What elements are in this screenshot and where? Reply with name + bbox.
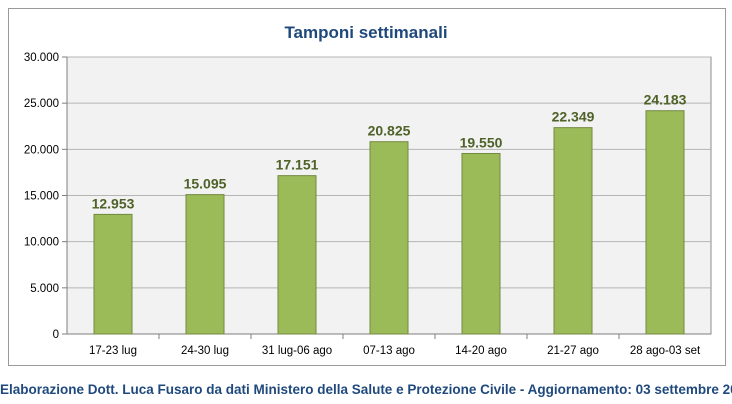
bar-chart: Tamponi settimanali 0 5.000 10.000 15.000 20… <box>24 23 712 357</box>
data-label: 12.953 <box>92 195 135 211</box>
y-tick-label: 20.000 <box>24 144 59 156</box>
footer-source-note: Elaborazione Dott. Luca Fusaro da dati M… <box>0 382 732 397</box>
bar <box>277 175 317 335</box>
data-label: 19.550 <box>460 134 503 150</box>
chart-title: Tamponi settimanali <box>284 23 447 42</box>
y-tick-label: 15.000 <box>24 191 59 203</box>
x-tick-label: 17-23 lug <box>89 345 137 357</box>
data-label: 15.095 <box>184 176 227 192</box>
bar <box>93 213 133 335</box>
y-tick-label: 25.000 <box>24 98 59 110</box>
y-tick-label: 0 <box>53 329 59 341</box>
data-label: 17.151 <box>276 157 319 173</box>
bar <box>645 110 685 335</box>
y-tick-label: 10.000 <box>24 237 59 249</box>
x-tick-label: 07-13 ago <box>363 345 415 357</box>
x-tick-label: 21-27 ago <box>547 345 599 357</box>
x-tick-label: 28 ago-03 set <box>630 345 701 357</box>
data-label: 22.349 <box>552 109 595 125</box>
x-tick-label: 14-20 ago <box>455 345 507 357</box>
bar <box>185 194 225 335</box>
y-tick-label: 5.000 <box>30 283 59 295</box>
x-tick-label: 24-30 lug <box>181 345 229 357</box>
y-tick-label: 30.000 <box>24 52 59 64</box>
data-label: 24.183 <box>644 92 687 108</box>
bar <box>553 127 593 335</box>
bar <box>369 141 409 335</box>
bar <box>461 152 501 335</box>
x-tick-label: 31 lug-06 ago <box>262 345 332 357</box>
chart-frame: Tamponi settimanali 0 5.000 10.000 15.000 20… <box>8 8 726 366</box>
data-label: 20.825 <box>368 123 411 139</box>
